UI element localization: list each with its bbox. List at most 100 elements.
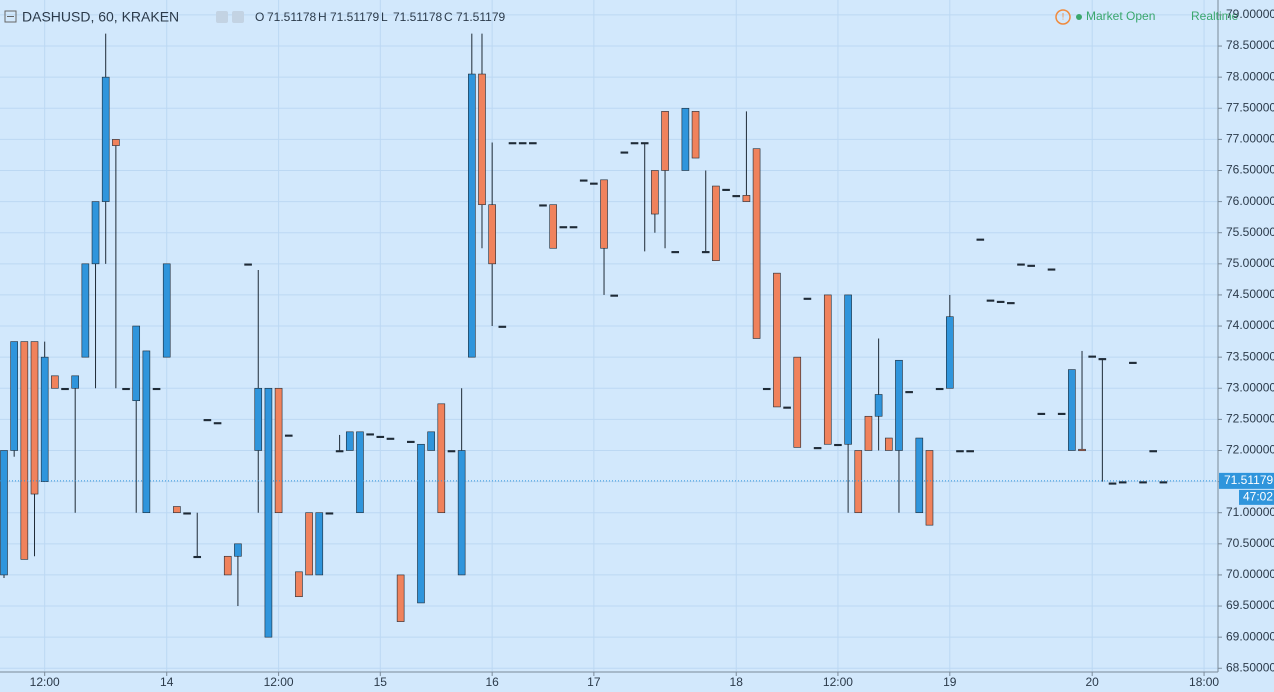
y-tick-label: 68.50000 bbox=[1226, 660, 1274, 674]
candle-body bbox=[162, 263, 171, 358]
y-tick-label: 74.00000 bbox=[1226, 318, 1274, 332]
grid bbox=[0, 0, 1218, 672]
candle-body bbox=[793, 356, 802, 448]
candle-body bbox=[71, 375, 79, 389]
candle-body bbox=[590, 182, 598, 185]
candle-body bbox=[142, 350, 151, 514]
candle-body bbox=[498, 325, 507, 328]
candle-body bbox=[935, 387, 944, 391]
candle-body bbox=[437, 403, 446, 514]
candle-body bbox=[1098, 358, 1107, 361]
candle-body bbox=[854, 450, 863, 514]
candle-body bbox=[315, 512, 324, 576]
x-tick-label: 18:00 bbox=[1189, 675, 1219, 689]
candle-body bbox=[81, 263, 90, 358]
candle-body bbox=[366, 433, 374, 436]
candle-body bbox=[996, 300, 1005, 303]
candle-body bbox=[508, 142, 517, 145]
candle-body bbox=[0, 450, 8, 576]
x-tick-label: 20 bbox=[1086, 675, 1100, 689]
settings-icon[interactable] bbox=[216, 11, 228, 23]
y-tick-label: 73.00000 bbox=[1226, 380, 1274, 394]
candle-body bbox=[600, 179, 608, 249]
y-tick-label: 78.00000 bbox=[1226, 69, 1274, 83]
countdown-label: 47:02 bbox=[1243, 490, 1273, 504]
candle-body bbox=[1017, 263, 1025, 266]
candle-body bbox=[173, 506, 181, 514]
y-tick-label: 72.00000 bbox=[1226, 443, 1274, 457]
candle-body bbox=[417, 443, 425, 604]
y-tick-label: 69.00000 bbox=[1226, 629, 1274, 643]
last-price-box bbox=[1219, 472, 1274, 489]
candle-body bbox=[122, 387, 130, 391]
candle-body bbox=[966, 450, 974, 453]
x-tick-label: 12:00 bbox=[823, 675, 853, 689]
candle-body bbox=[244, 263, 252, 266]
candle-body bbox=[1007, 302, 1015, 305]
candle-body bbox=[193, 555, 202, 559]
status-dot bbox=[1076, 14, 1082, 20]
last-price-label: 71.51179 bbox=[1224, 473, 1273, 487]
candle-body bbox=[1088, 355, 1096, 358]
candle-body bbox=[427, 431, 435, 451]
candle-body bbox=[1027, 264, 1035, 267]
candle-body bbox=[681, 107, 690, 171]
x-tick-label: 14 bbox=[160, 675, 174, 689]
candle-body bbox=[101, 76, 110, 202]
ohlc-legend: O 71.51178 H 71.51179 L 71.51178 C 71.51179 bbox=[255, 10, 505, 24]
candle-body bbox=[783, 406, 791, 409]
candle-body bbox=[834, 443, 842, 447]
candle-body bbox=[468, 73, 476, 358]
candle-body bbox=[1037, 412, 1046, 415]
candle-body bbox=[396, 574, 405, 622]
y-tick-label: 72.50000 bbox=[1226, 412, 1274, 426]
candle-body bbox=[254, 387, 263, 451]
candle-body bbox=[518, 142, 527, 145]
y-tick-label: 75.00000 bbox=[1226, 256, 1274, 270]
candle-body bbox=[1047, 268, 1056, 271]
candle-body bbox=[1139, 481, 1147, 484]
warning-glyph: ! bbox=[1062, 11, 1065, 21]
candle-body bbox=[112, 139, 120, 146]
candle-body bbox=[610, 294, 619, 297]
ohlc-key: O bbox=[255, 10, 264, 24]
candle-body bbox=[539, 204, 547, 207]
candle-body bbox=[345, 431, 354, 451]
candle-body bbox=[1108, 482, 1117, 485]
candle-body bbox=[305, 512, 313, 576]
candle-body bbox=[91, 201, 100, 265]
countdown-box bbox=[1239, 489, 1274, 505]
candle-body bbox=[976, 238, 985, 241]
candle-body bbox=[956, 450, 964, 453]
y-tick-label: 69.50000 bbox=[1226, 598, 1274, 612]
candle-body bbox=[671, 251, 680, 254]
candle-body bbox=[51, 375, 59, 389]
candle-body bbox=[203, 419, 212, 422]
candles bbox=[0, 33, 1168, 638]
y-tick-label: 73.50000 bbox=[1226, 349, 1274, 363]
y-tick-label: 77.00000 bbox=[1226, 132, 1274, 146]
y-tick-label: 75.50000 bbox=[1226, 225, 1274, 239]
candle-body bbox=[264, 387, 273, 638]
candle-body bbox=[946, 316, 954, 389]
candle-body bbox=[234, 543, 242, 557]
symbol-title[interactable]: DASHUSD, 60, KRAKEN bbox=[22, 9, 179, 25]
candle-body bbox=[1118, 481, 1127, 484]
candle-body bbox=[823, 294, 832, 445]
ohlc-value: 71.51178 bbox=[393, 10, 442, 24]
candle-body bbox=[529, 142, 537, 145]
candle-body bbox=[30, 341, 39, 495]
candle-body bbox=[10, 341, 18, 451]
candle-body bbox=[1159, 481, 1168, 484]
ohlc-key: C bbox=[444, 10, 453, 24]
candle-body bbox=[274, 387, 283, 514]
candle-body bbox=[132, 325, 141, 402]
candle-body bbox=[803, 297, 812, 300]
candle-body bbox=[488, 204, 496, 265]
warning-icon[interactable] bbox=[1055, 9, 1071, 25]
candle-body bbox=[223, 555, 232, 576]
collapse-icon[interactable] bbox=[4, 10, 17, 23]
format-icon[interactable] bbox=[232, 11, 244, 23]
ohlc-value: 71.51179 bbox=[456, 10, 505, 24]
